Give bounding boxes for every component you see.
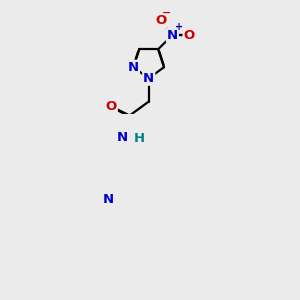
Text: O: O bbox=[106, 100, 117, 113]
Text: H: H bbox=[134, 132, 145, 145]
Text: N: N bbox=[117, 131, 128, 144]
Text: N: N bbox=[128, 61, 139, 74]
Text: N: N bbox=[143, 72, 154, 85]
Text: O: O bbox=[155, 14, 166, 27]
Text: N: N bbox=[103, 193, 114, 206]
Text: +: + bbox=[176, 22, 184, 32]
Text: O: O bbox=[184, 28, 195, 42]
Text: −: − bbox=[161, 8, 171, 18]
Text: N: N bbox=[167, 28, 178, 42]
